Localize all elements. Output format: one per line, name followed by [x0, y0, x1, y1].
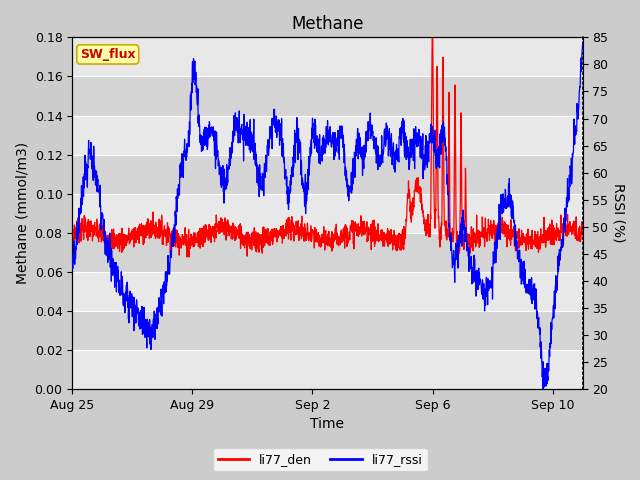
Bar — [72, 194, 582, 233]
Bar — [72, 76, 582, 116]
Y-axis label: Methane (mmol/m3): Methane (mmol/m3) — [15, 142, 29, 284]
Bar — [72, 311, 582, 350]
Legend: li77_den, li77_rssi: li77_den, li77_rssi — [212, 448, 428, 471]
Bar — [72, 155, 582, 194]
Bar — [72, 116, 582, 155]
Y-axis label: RSSI (%): RSSI (%) — [611, 183, 625, 243]
Title: Methane: Methane — [291, 15, 364, 33]
Bar — [72, 272, 582, 311]
X-axis label: Time: Time — [310, 418, 344, 432]
Bar — [72, 37, 582, 76]
Bar — [72, 350, 582, 389]
Text: SW_flux: SW_flux — [80, 48, 136, 61]
Bar — [72, 233, 582, 272]
